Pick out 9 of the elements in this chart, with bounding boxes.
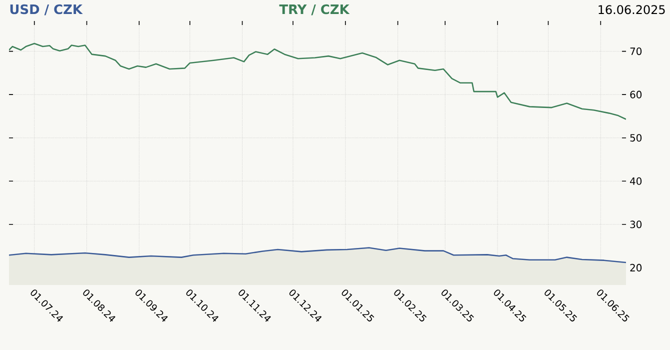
y-tick-label: 70: [630, 48, 642, 56]
y-tick-label: 50: [630, 134, 642, 142]
text: TRY / CZK: [279, 4, 350, 16]
y-tick-label: 20: [630, 264, 642, 272]
text: 16.06.2025: [598, 5, 665, 14]
text: USD / CZK: [10, 4, 83, 16]
y-tick-label: 60: [630, 90, 642, 98]
y-tick-label: 30: [630, 220, 642, 228]
y-tick-label: 40: [630, 177, 642, 185]
